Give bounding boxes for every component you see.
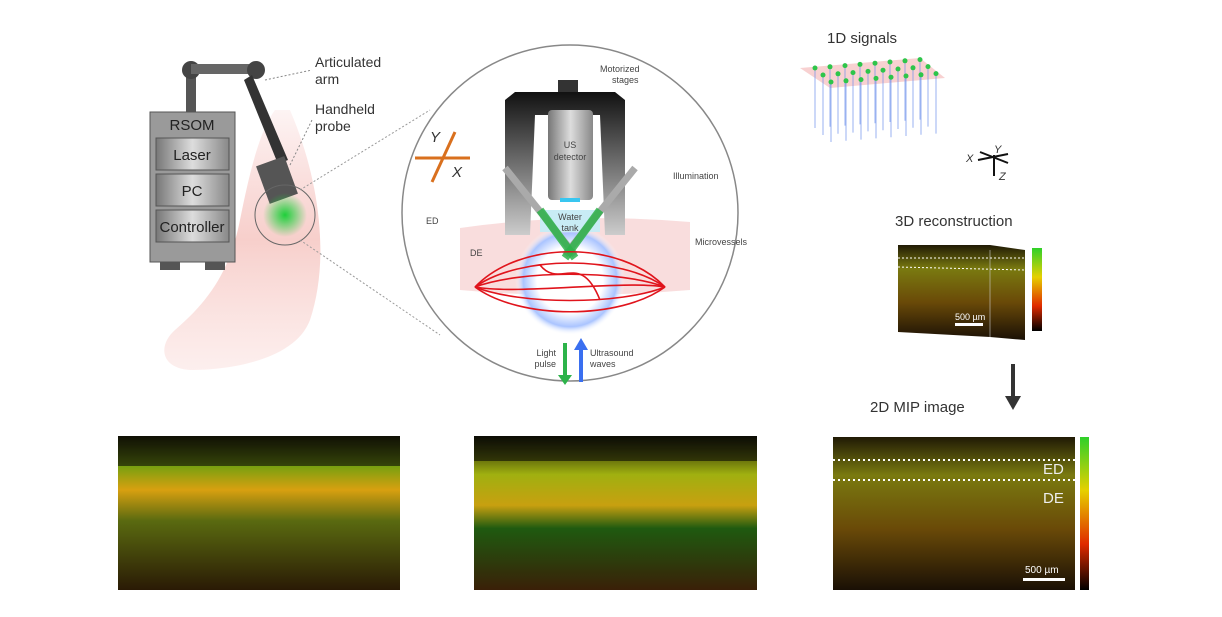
stages-label-1: Motorized xyxy=(600,64,640,74)
transducer-position-dot xyxy=(850,70,856,76)
mip-image xyxy=(833,437,1075,590)
transducer-position-dot xyxy=(933,71,939,77)
rsom-title: RSOM xyxy=(170,117,215,134)
transducer-position-dot xyxy=(917,57,923,63)
axis-z: Z xyxy=(998,171,1007,183)
arm-label-2: arm xyxy=(315,71,339,87)
signals-illustration xyxy=(800,57,945,142)
detector-label-1: US xyxy=(564,140,577,150)
transducer-position-dot xyxy=(895,66,901,72)
probe-focus-glow xyxy=(263,193,307,237)
probe-label-2: probe xyxy=(315,118,351,134)
mip-scale-label: 500 µm xyxy=(1025,565,1059,576)
transducer-position-dot xyxy=(873,75,879,81)
de-label: DE xyxy=(470,248,483,258)
transducer-position-dot xyxy=(902,58,908,64)
transducer-position-dot xyxy=(828,79,834,85)
module-controller: Controller xyxy=(159,219,224,236)
xyz-axes-icon xyxy=(977,151,1009,176)
zoom-line-bottom xyxy=(299,239,441,336)
rsom-device: RSOM Laser PC Controller xyxy=(149,61,298,270)
mip-colorbar xyxy=(1080,437,1089,590)
transducer-position-dot xyxy=(880,67,886,73)
mip-title: 2D MIP image xyxy=(870,399,965,416)
axis-y: Y xyxy=(994,144,1002,156)
probe-label-1: Handheld xyxy=(315,101,375,117)
axis-x-label: X xyxy=(451,164,463,181)
module-pc: PC xyxy=(182,183,203,200)
transducer-position-dot xyxy=(858,77,864,83)
mip-ed-label: ED xyxy=(1043,461,1064,478)
transducer-position-dot xyxy=(865,68,871,74)
transducer-position-dot xyxy=(812,65,818,71)
recon-title: 3D reconstruction xyxy=(895,213,1013,230)
light-label-2: pulse xyxy=(534,359,556,369)
stages-label-2: stages xyxy=(612,75,639,85)
transducer-position-dot xyxy=(820,72,826,78)
illumination-label: Illumination xyxy=(673,171,719,181)
transducer-position-dot xyxy=(827,64,833,70)
transducer-position-dot xyxy=(835,71,841,77)
transducer-position-dot xyxy=(918,72,924,78)
transducer-position-dot xyxy=(872,60,878,66)
transducer-position-dot xyxy=(843,78,849,84)
ultrasound-label-1: Ultrasound xyxy=(590,348,634,358)
ultrasound-label-2: waves xyxy=(589,359,616,369)
transducer-position-dot xyxy=(842,63,848,69)
transducer-position-dot xyxy=(887,59,893,65)
signals-title: 1D signals xyxy=(827,30,897,47)
axis-y-label: Y xyxy=(430,129,441,146)
microvessels-label: Microvessels xyxy=(695,237,748,247)
detector-label-2: detector xyxy=(554,152,587,162)
module-laser: Laser xyxy=(173,147,211,164)
water-label-2: tank xyxy=(561,223,579,233)
arm-label-1: Articulated xyxy=(315,54,381,70)
xy-axes-icon xyxy=(415,131,470,183)
transducer-position-dot xyxy=(903,73,909,79)
recon-scale-label: 500 µm xyxy=(955,312,985,322)
leader-probe xyxy=(289,119,313,166)
axis-x: X xyxy=(965,153,974,165)
recon-colorbar xyxy=(1032,248,1042,331)
leader-arm xyxy=(264,69,313,81)
transducer-position-dot xyxy=(857,61,863,67)
inset-magnified-view: US detector Water tank Y X Motorized sta… xyxy=(401,44,748,385)
transducer-position-dot xyxy=(888,74,894,80)
microvessels xyxy=(474,250,666,313)
zoom-line-top xyxy=(299,109,431,191)
probe-zoom-circle xyxy=(254,184,316,246)
recon-3d-volume xyxy=(897,245,1026,340)
ed-label: ED xyxy=(426,216,439,226)
transducer-position-dot xyxy=(910,65,916,71)
light-label-1: Light xyxy=(536,348,556,358)
rsom-image-2 xyxy=(474,436,757,590)
transducer-position-dot xyxy=(925,64,931,70)
water-label-1: Water xyxy=(558,212,582,222)
mip-de-label: DE xyxy=(1043,490,1064,507)
